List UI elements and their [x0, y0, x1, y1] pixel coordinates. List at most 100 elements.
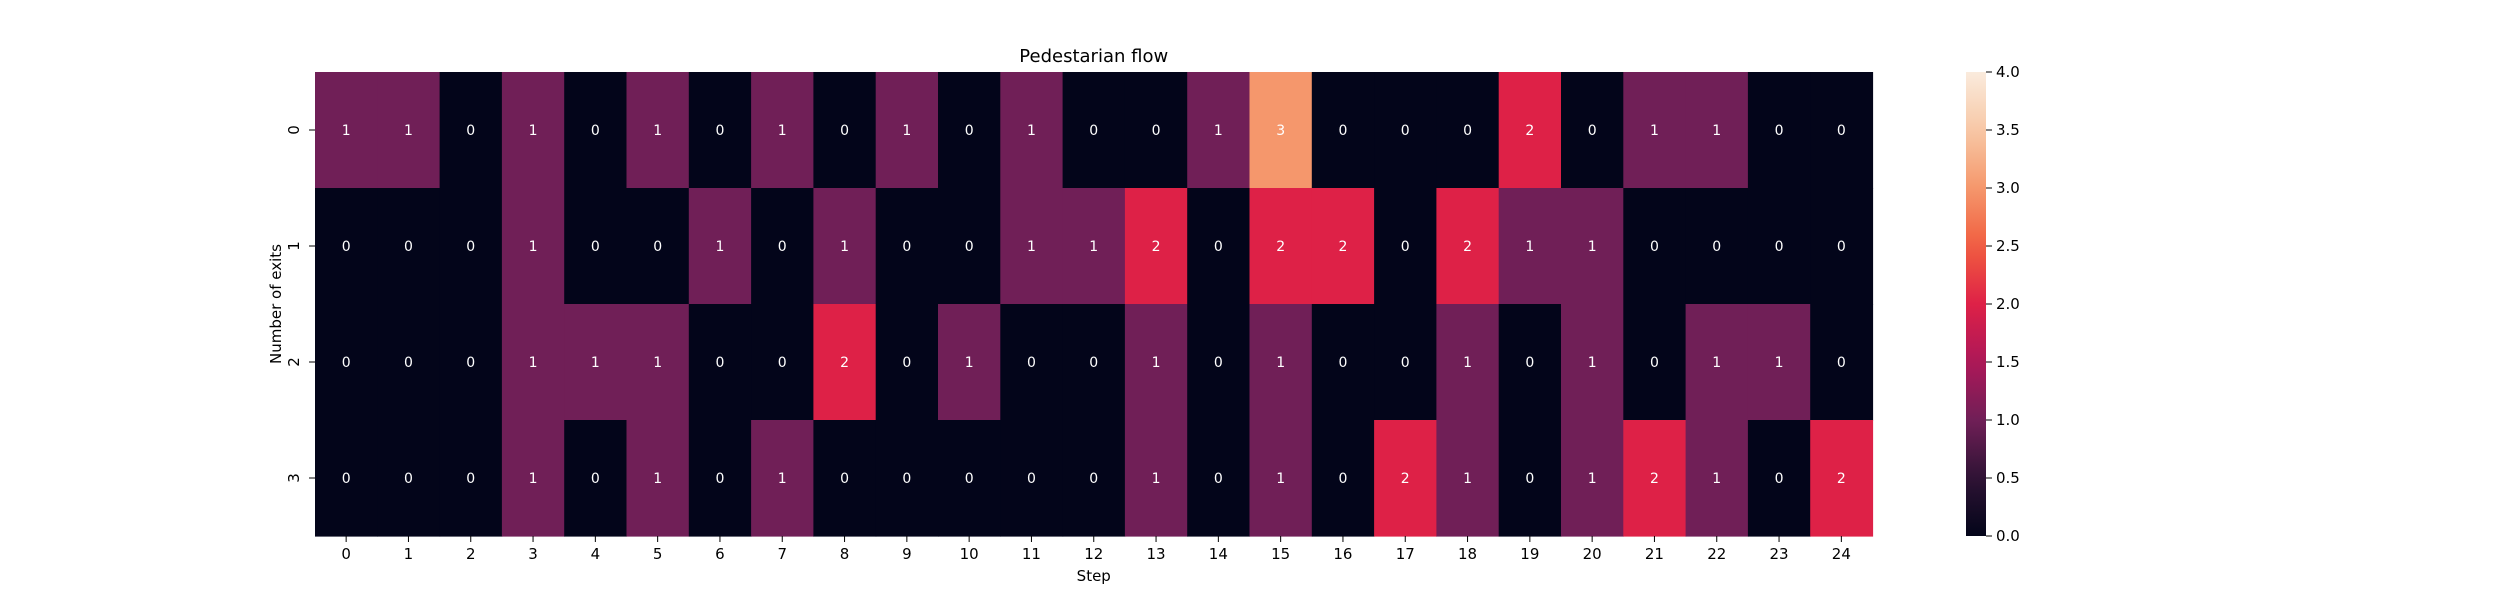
x-tick-label: 5	[653, 545, 663, 563]
heatmap-cell-label: 1	[715, 239, 724, 255]
colorbar-tick-label: 2.5	[1996, 237, 2020, 255]
x-tick-label: 3	[528, 545, 538, 563]
y-tick-label: 1	[285, 241, 303, 251]
heatmap-cell	[1498, 420, 1562, 537]
heatmap-cell-label: 1	[653, 355, 662, 371]
heatmap-cell-label: 2	[1525, 123, 1534, 139]
chart-title: Pedestarian flow	[1019, 46, 1168, 67]
heatmap-cell	[751, 304, 814, 421]
heatmap-cell	[1374, 304, 1437, 421]
heatmap-cell	[1000, 304, 1064, 421]
heatmap-cell	[1374, 188, 1437, 305]
heatmap-cell	[688, 72, 752, 189]
heatmap-cell-label: 0	[778, 355, 787, 371]
heatmap-cell-label: 0	[1588, 123, 1597, 139]
heatmap-cell-label: 1	[1588, 355, 1597, 371]
heatmap-cell	[1436, 304, 1500, 421]
heatmap-cell	[439, 188, 503, 305]
heatmap-cell-label: 0	[1027, 471, 1036, 487]
heatmap-cell-label: 2	[840, 355, 849, 371]
heatmap-cell-label: 1	[965, 355, 974, 371]
heatmap-cell	[439, 304, 503, 421]
heatmap-cell-label: 0	[1775, 239, 1784, 255]
heatmap-cell	[501, 72, 565, 189]
heatmap-cell	[875, 72, 939, 189]
heatmap-cell-label: 0	[653, 239, 662, 255]
heatmap-cell	[875, 420, 939, 537]
x-tick-label: 18	[1458, 545, 1477, 563]
x-tick-label: 22	[1707, 545, 1726, 563]
heatmap-cell	[1747, 420, 1811, 537]
heatmap-cell	[1561, 72, 1624, 189]
heatmap-cell	[377, 188, 441, 305]
heatmap-cell-label: 1	[1463, 471, 1472, 487]
heatmap-cell-label: 1	[342, 123, 351, 139]
heatmap-cell	[1498, 188, 1562, 305]
heatmap-cell	[688, 304, 752, 421]
heatmap-cell-label: 1	[1588, 239, 1597, 255]
heatmap-cell-label: 1	[529, 355, 538, 371]
x-tick-label: 13	[1147, 545, 1166, 563]
heatmap-cell	[1124, 304, 1188, 421]
heatmap-cell	[751, 188, 814, 305]
heatmap-cell-label: 1	[1525, 239, 1534, 255]
heatmap-cell-label: 1	[653, 471, 662, 487]
x-tick-label: 16	[1333, 545, 1352, 563]
colorbar-tick-label: 4.0	[1996, 63, 2020, 81]
heatmap-cell	[1187, 420, 1251, 537]
heatmap-cell	[1685, 304, 1749, 421]
colorbar-ticks: 0.0 0.5 1.0 1.5 2.0 2.5 3.0 3.5 4.0	[1986, 63, 2020, 545]
x-tick-label: 21	[1645, 545, 1664, 563]
heatmap-cell	[1810, 72, 1874, 189]
heatmap-cell	[1249, 304, 1313, 421]
heatmap-cell-label: 1	[840, 239, 849, 255]
x-tick-label: 15	[1271, 545, 1290, 563]
heatmap-cell	[1810, 304, 1874, 421]
heatmap-cell-label: 0	[840, 123, 849, 139]
x-axis-ticks: 0 1 2 3 4 5 6 7 8 9 10 11 12 13 14 15 16 17 18 19 20 21 22 23 24	[341, 536, 1851, 563]
heatmap-cell-label: 1	[404, 123, 413, 139]
heatmap-cell-label: 0	[1338, 355, 1347, 371]
heatmap-cell-label: 0	[1401, 239, 1410, 255]
heatmap-cell	[688, 188, 752, 305]
heatmap-cell-label: 3	[1276, 123, 1285, 139]
heatmap-cell	[626, 188, 690, 305]
heatmap-cell	[813, 304, 877, 421]
heatmap-cell	[564, 304, 628, 421]
heatmap-cell-label: 0	[1027, 355, 1036, 371]
heatmap-cell	[1249, 188, 1313, 305]
heatmap-cell-label: 2	[1463, 239, 1472, 255]
heatmap-cell	[1374, 420, 1437, 537]
heatmap-cell-label: 1	[1089, 239, 1098, 255]
x-tick-label: 1	[404, 545, 414, 563]
heatmap-cell	[626, 72, 690, 189]
heatmap-cell	[1187, 188, 1251, 305]
heatmap-cell-label: 0	[965, 123, 974, 139]
x-axis-label: Step	[1077, 567, 1111, 585]
heatmap-cell-label: 0	[1152, 123, 1161, 139]
heatmap-cell	[1810, 420, 1874, 537]
heatmap-cell-label: 1	[653, 123, 662, 139]
heatmap-cell	[1685, 420, 1749, 537]
heatmap-cell-label: 0	[715, 123, 724, 139]
heatmap-cell	[1623, 188, 1687, 305]
x-tick-label: 0	[341, 545, 351, 563]
heatmap-cell-label: 0	[466, 123, 475, 139]
heatmap-cell	[875, 304, 939, 421]
heatmap-cell	[1249, 72, 1313, 189]
heatmap-cell-label: 1	[1650, 123, 1659, 139]
heatmap-cell-label: 0	[1837, 355, 1846, 371]
x-tick-label: 4	[591, 545, 601, 563]
heatmap-cell	[1311, 72, 1375, 189]
heatmap-cell-label: 1	[591, 355, 600, 371]
heatmap-cell-label: 1	[529, 239, 538, 255]
heatmap-cell-label: 0	[404, 239, 413, 255]
heatmap-cell-label: 2	[1338, 239, 1347, 255]
heatmap-cell	[1561, 420, 1624, 537]
heatmap-cell	[564, 420, 628, 537]
heatmap-cell	[1436, 72, 1500, 189]
heatmap-cell-label: 0	[715, 355, 724, 371]
heatmap-cell-label: 0	[1837, 239, 1846, 255]
x-tick-label: 19	[1520, 545, 1539, 563]
heatmap-cell-label: 1	[1027, 123, 1036, 139]
